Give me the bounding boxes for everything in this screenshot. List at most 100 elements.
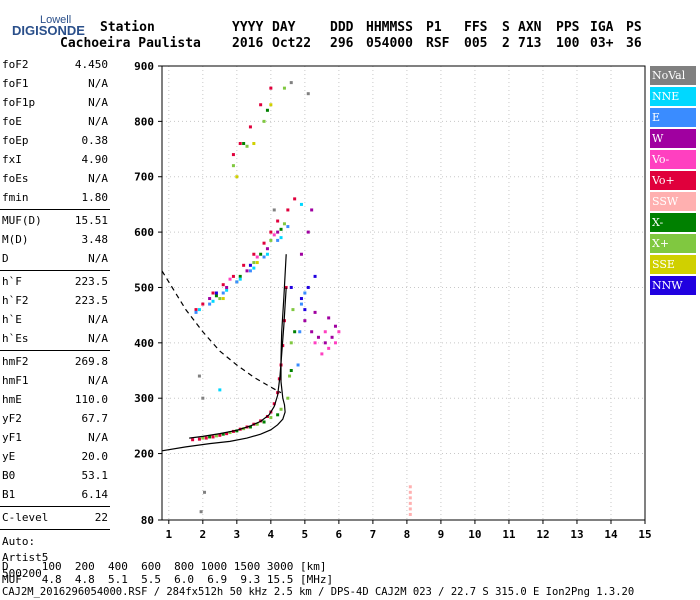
scatter-point-nne <box>225 288 229 292</box>
header-r2-cell: Cachoeira Paulista <box>60 36 201 51</box>
param-value: N/A <box>88 77 108 90</box>
x-tick-label: 4 <box>268 528 275 541</box>
scatter-point-nne <box>197 308 201 312</box>
legend-item: X+ <box>650 234 696 253</box>
param-row: h`F 223.5 <box>2 275 108 294</box>
param-name: D <box>2 252 9 265</box>
scatter-point-vo <box>252 252 256 256</box>
x-tick-label: 9 <box>438 528 445 541</box>
param-value: 15.51 <box>74 214 108 227</box>
scatter-point-w <box>265 247 269 251</box>
scatter-point-nne <box>218 388 222 392</box>
param-value: N/A <box>88 313 108 326</box>
param-row: foF2 4.450 <box>2 58 108 77</box>
scatter-point-e <box>286 225 290 229</box>
y-tick-label: 80 <box>141 514 154 527</box>
scatter-point-vo <box>333 341 337 345</box>
scatter-point-w <box>330 335 334 339</box>
scatter-point-nne <box>299 202 303 206</box>
scatter-point-noval <box>201 396 205 400</box>
header-r1-cell: HHMMSS <box>366 20 413 35</box>
scatter-point-vo <box>320 352 324 356</box>
scatter-point-x <box>269 416 273 420</box>
legend-item: NNE <box>650 87 696 106</box>
scatter-point-vo <box>201 302 205 306</box>
legend-item: NNW <box>650 276 696 295</box>
auto-line: Artist5 <box>2 551 49 564</box>
scatter-point-ssw <box>408 507 412 511</box>
scatter-point-vo <box>238 142 242 146</box>
scatter-point-e <box>248 269 252 273</box>
auto-line: 500200 <box>2 567 42 580</box>
param-value: 110.0 <box>74 393 108 406</box>
param-row: B1 6.14 <box>2 488 108 507</box>
scatter-point-w <box>306 230 310 234</box>
legend-item: X- <box>650 213 696 232</box>
scatter-point-vo <box>262 241 266 245</box>
param-value: 4.90 <box>81 153 109 166</box>
y-tick-label: 400 <box>134 337 154 350</box>
scatter-point-vo <box>228 277 232 281</box>
scatter-point-ssw <box>408 512 412 516</box>
param-name: hmE <box>2 393 22 406</box>
header-r1-cell: S <box>502 20 510 35</box>
header-r2-cell: 03+ <box>590 36 614 51</box>
header-r2-cell: 36 <box>626 36 642 51</box>
header-r1-cell: DAY <box>272 20 296 35</box>
legend-item: NoVal <box>650 66 696 85</box>
param-row: fmin 1.80 <box>2 191 108 210</box>
scatter-point-nnw <box>303 308 307 312</box>
scatter-point-x <box>269 238 273 242</box>
digisonde-logo: DIGISONDE <box>12 23 85 38</box>
scatter-point-w <box>208 297 212 301</box>
scatter-point-x <box>231 164 235 168</box>
scatter-point-vo <box>231 153 235 157</box>
scatter-point-noval <box>306 92 310 96</box>
curve-profile <box>161 254 287 452</box>
header-r2-cell: 296 <box>330 36 354 51</box>
y-tick-label: 200 <box>134 448 154 461</box>
distance-row: D 100 200 400 600 800 1000 1500 3000 [km… <box>2 560 327 573</box>
scatter-point-w <box>310 330 314 334</box>
param-name: yF2 <box>2 412 22 425</box>
param-value: 6.14 <box>81 488 109 501</box>
param-name: foEp <box>2 134 29 147</box>
scatter-point-x <box>242 142 246 146</box>
param-name: B1 <box>2 488 16 501</box>
x-tick-label: 10 <box>468 528 481 541</box>
scatter-point-vo <box>242 263 246 267</box>
param-value: N/A <box>88 96 108 109</box>
scatter-point-w <box>323 341 327 345</box>
legend-item: E <box>650 108 696 127</box>
scatter-point-vo <box>269 230 273 234</box>
param-value: N/A <box>88 115 108 128</box>
scatter-point-x <box>255 422 259 426</box>
scatter-point-vo <box>194 308 198 312</box>
scatter-point-x <box>276 413 280 417</box>
legend-item: Vo+ <box>650 171 696 190</box>
scatter-point-x <box>248 425 252 429</box>
param-row: h`Es N/A <box>2 332 108 351</box>
scatter-point-vo <box>211 435 215 439</box>
param-value: N/A <box>88 431 108 444</box>
param-separator <box>0 529 110 530</box>
scatter-point-ssw <box>408 496 412 500</box>
scatter-point-e <box>194 310 198 314</box>
scatter-point-x <box>245 144 249 148</box>
auto-line: Auto: <box>2 535 36 548</box>
scatter-point-vo <box>248 125 252 129</box>
param-value: 0.38 <box>81 134 109 147</box>
scatter-point-x <box>279 407 283 411</box>
param-name: B0 <box>2 469 16 482</box>
x-tick-label: 12 <box>536 528 549 541</box>
scatter-point-nne <box>211 299 215 303</box>
scatter-point-x <box>201 436 205 440</box>
scatter-point-x <box>221 432 225 436</box>
scatter-point-e <box>296 363 300 367</box>
scatter-point-vo <box>259 103 263 107</box>
scatter-point-noval <box>197 374 201 378</box>
scatter-point-nne <box>252 266 256 270</box>
scatter-point-vo <box>293 197 297 201</box>
y-tick-label: 500 <box>134 281 154 294</box>
scatter-point-x <box>208 435 212 439</box>
